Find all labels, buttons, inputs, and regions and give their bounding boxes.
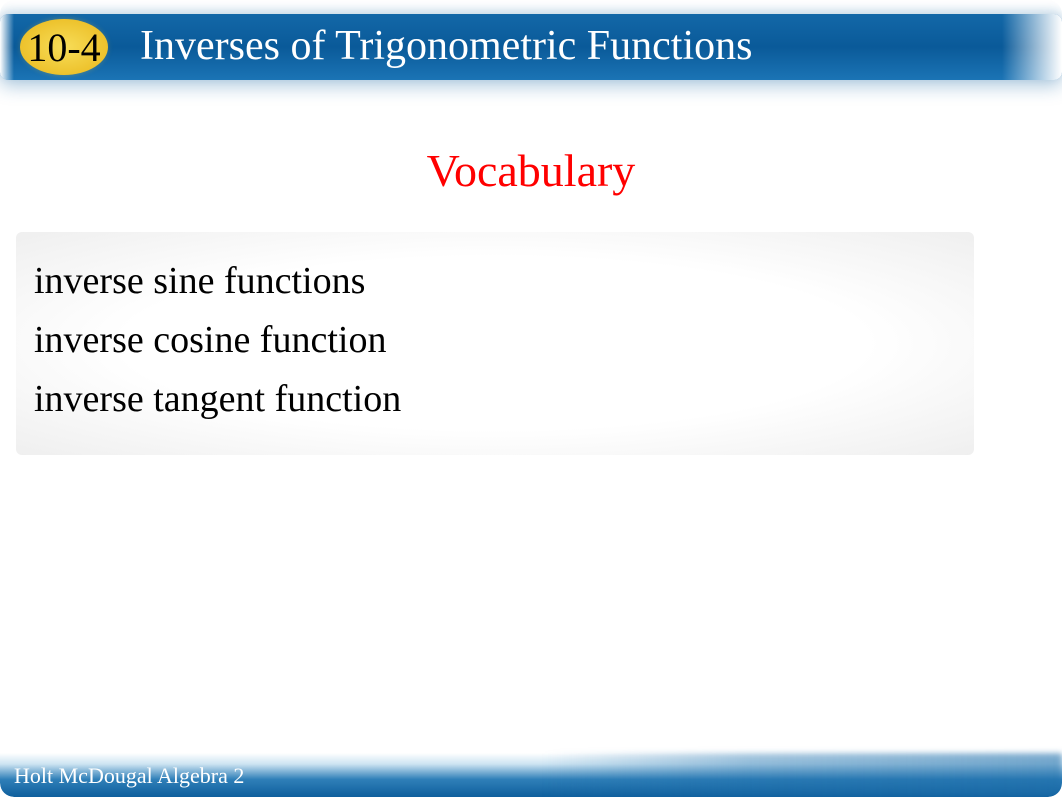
section-badge: 10-4: [6, 8, 122, 86]
section-heading: Vocabulary: [0, 144, 1062, 197]
vocab-item: inverse sine functions: [34, 252, 956, 311]
slide-container: 10-4 Inverses of Trigonometric Functions…: [0, 0, 1062, 797]
footer-blur: [542, 753, 1062, 797]
vocab-box: inverse sine functions inverse cosine fu…: [16, 232, 974, 455]
vocab-item: inverse tangent function: [34, 370, 956, 429]
vocab-item: inverse cosine function: [34, 311, 956, 370]
chapter-title: Inverses of Trigonometric Functions: [140, 22, 752, 70]
footer-text: Holt McDougal Algebra 2: [14, 763, 244, 789]
header-fade-right: [1002, 14, 1062, 80]
section-number: 10-4: [27, 24, 100, 71]
